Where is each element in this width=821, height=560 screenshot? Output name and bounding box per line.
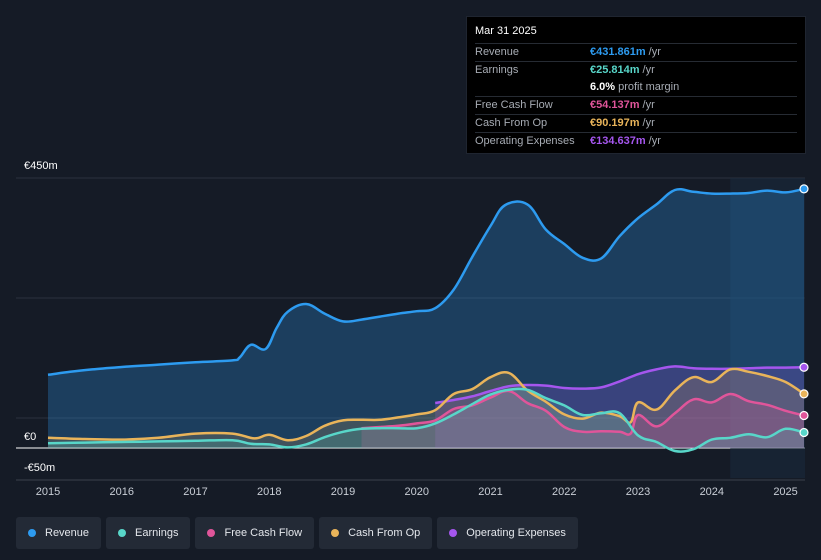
tooltip-panel: Mar 31 2025 Revenue €431.861m/yr Earnings €… [466, 16, 806, 154]
tooltip-row-unit: /yr [648, 135, 661, 147]
tooltip-row-unit: /yr [642, 99, 655, 111]
tooltip-row-unit: /yr [642, 117, 655, 129]
legend-item-free-cash-flow[interactable]: Free Cash Flow [195, 517, 315, 549]
x-tick-label: 2017 [183, 486, 207, 498]
x-tick-label: 2016 [110, 486, 134, 498]
tooltip-row-value: 6.0% [590, 81, 616, 93]
tooltip-row: 6.0% profit margin [475, 79, 797, 96]
legend: Revenue Earnings Free Cash Flow Cash From O… [16, 517, 583, 549]
y-tick-label: €450m [24, 160, 58, 172]
legend-dot-icon [28, 529, 36, 537]
tooltip-row-label: Earnings [475, 64, 519, 76]
revenue-end-marker [799, 184, 809, 194]
y-axis: €450m €0 -€50m [24, 160, 58, 474]
legend-item-cash-from-op[interactable]: Cash From Op [319, 517, 433, 549]
operating-expenses-end-marker [799, 362, 809, 372]
x-tick-label: 2021 [478, 486, 502, 498]
free-cash-flow-area [361, 390, 804, 448]
legend-label: Operating Expenses [466, 527, 566, 539]
legend-label: Earnings [135, 527, 179, 539]
operating-expenses-area [435, 366, 804, 448]
tooltip-row-label: Free Cash Flow [475, 99, 553, 111]
legend-label: Free Cash Flow [224, 527, 303, 539]
x-tick-label: 2025 [773, 486, 797, 498]
x-axis: 2015 2016 2017 2018 2019 2020 2021 2022 2023 2024… [36, 486, 798, 498]
tooltip-row-value: €54.137m [590, 99, 640, 111]
legend-item-revenue[interactable]: Revenue [16, 517, 102, 549]
cash-from-op-area [48, 368, 804, 448]
legend-dot-icon [331, 529, 340, 537]
earnings-end-marker [799, 427, 809, 438]
y-tick-label: -€50m [24, 462, 55, 474]
x-tick-label: 2022 [552, 486, 576, 498]
tooltip-row-value: €25.814m [590, 64, 640, 76]
tooltip-row: Operating Expenses €134.637m/yr [475, 132, 797, 150]
legend-label: Revenue [45, 527, 90, 539]
tooltip-row: Revenue €431.861m/yr [475, 43, 797, 61]
tooltip-row: Earnings €25.814m/yr [475, 61, 797, 79]
operating-expenses-line [435, 365, 805, 405]
revenue-line [47, 187, 805, 377]
free-cash-flow-line [361, 389, 805, 436]
tooltip-row-unit: /yr [648, 46, 661, 58]
series-end-markers [799, 184, 809, 438]
x-tick-label: 2015 [36, 486, 60, 498]
tooltip-row-unit: profit margin [618, 81, 680, 93]
series-lines [47, 187, 805, 453]
tooltip-row: Cash From Op €90.197m/yr [475, 114, 797, 132]
tooltip-date: Mar 31 2025 [475, 25, 537, 37]
legend-dot-icon [449, 529, 458, 537]
forecast-region [730, 178, 805, 478]
x-tick-label: 2024 [700, 486, 724, 498]
tooltip-row-value: €431.861m [590, 46, 646, 58]
cash-from-op-end-marker [799, 389, 809, 399]
earnings-area [48, 388, 804, 452]
x-tick-label: 2023 [626, 486, 650, 498]
x-tick-label: 2018 [257, 486, 281, 498]
legend-label: Cash From Op [348, 527, 421, 539]
cash-from-op-line [47, 367, 805, 442]
tooltip-row: Free Cash Flow €54.137m/yr [475, 96, 797, 114]
x-tick-label: 2020 [405, 486, 429, 498]
x-tick-label: 2019 [331, 486, 355, 498]
tooltip-row-label: Revenue [475, 46, 520, 58]
forecast-shade [730, 178, 805, 478]
tooltip-row-value: €134.637m [590, 135, 646, 147]
tooltip-row-label [475, 79, 590, 96]
legend-item-earnings[interactable]: Earnings [106, 517, 191, 549]
grid-lines [16, 177, 805, 481]
legend-item-operating-expenses[interactable]: Operating Expenses [437, 517, 578, 549]
legend-dot-icon [207, 529, 216, 537]
tooltip-row-label: Operating Expenses [475, 135, 575, 147]
legend-dot-icon [118, 529, 127, 537]
tooltip-row-unit: /yr [642, 64, 655, 76]
tooltip-row-value: €90.197m [590, 117, 640, 129]
free-cash-flow-end-marker [799, 410, 809, 421]
y-tick-label: €0 [24, 431, 36, 443]
earnings-line [47, 387, 805, 453]
tooltip-row-label: Cash From Op [475, 117, 548, 129]
tooltip-rows: Revenue €431.861m/yr Earnings €25.814m/yr 6.… [475, 43, 797, 150]
